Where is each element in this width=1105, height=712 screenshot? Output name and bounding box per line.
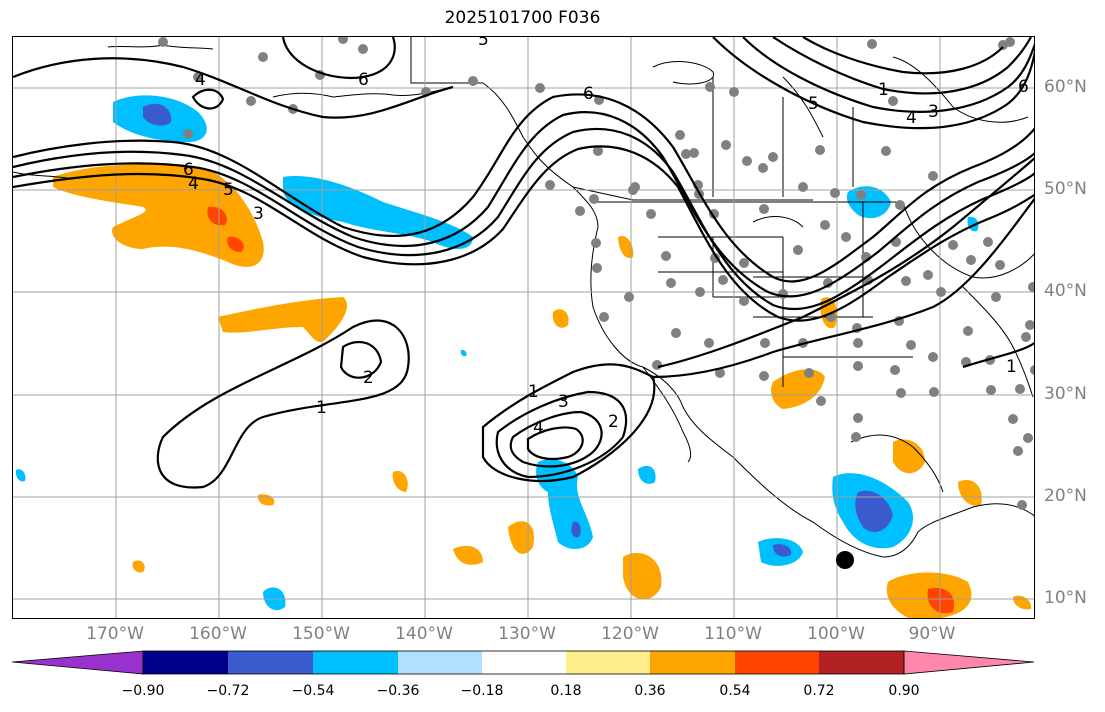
contour-label: 5 xyxy=(223,180,234,200)
location-marker xyxy=(836,551,854,569)
lon-label: 150°W xyxy=(292,624,350,644)
positive-region xyxy=(508,521,534,554)
colorbar-extend-low xyxy=(12,650,144,675)
negative-region xyxy=(638,465,656,484)
lon-label: 120°W xyxy=(601,624,659,644)
colorbar-tick: −0.54 xyxy=(291,683,335,699)
colorbar-segment xyxy=(398,651,482,674)
negative-region xyxy=(15,469,26,482)
contour-label: 3 xyxy=(253,204,264,224)
lon-label: 90°W xyxy=(908,624,956,644)
map-panel: 1 2 1 3 4 2 6 4 5 3 6 5 6 4 1 3 4 5 6 1 xyxy=(12,36,1035,619)
lon-label: 160°W xyxy=(189,624,247,644)
map-title: 2025101700 F036 xyxy=(444,8,601,28)
positive-region xyxy=(1013,595,1032,610)
colorbar-tick: 0.72 xyxy=(803,683,835,699)
lon-label: 110°W xyxy=(704,624,762,644)
positive-region xyxy=(623,552,662,600)
negative-core xyxy=(855,490,893,533)
contour-label: 6 xyxy=(358,70,369,90)
lon-label: 130°W xyxy=(498,624,556,644)
positive-region xyxy=(257,494,275,506)
contour-label: 5 xyxy=(808,94,819,114)
colorbar-tick: 0.54 xyxy=(719,683,751,699)
positive-core xyxy=(227,236,244,252)
positive-region xyxy=(132,560,145,573)
coastlines xyxy=(13,37,1034,558)
negative-core xyxy=(571,521,581,538)
contour-label: 6 xyxy=(583,84,594,104)
positive-region xyxy=(618,236,634,259)
contour-label: 2 xyxy=(608,412,619,432)
colorbar-extend-high xyxy=(903,650,1035,675)
contour-label: 4 xyxy=(906,108,917,128)
colorbar-tick: 0.90 xyxy=(888,683,920,699)
positive-region xyxy=(771,369,825,409)
positive-region xyxy=(552,309,569,328)
contour-label: 1 xyxy=(316,398,327,418)
colorbar xyxy=(12,650,1035,675)
colorbar-tick: −0.18 xyxy=(460,683,504,699)
positive-region xyxy=(392,471,408,492)
contour-lines xyxy=(13,37,1034,489)
colorbar-tick: 0.18 xyxy=(550,683,582,699)
lat-label: 50°N xyxy=(1044,179,1087,199)
positive-core xyxy=(927,587,954,614)
lon-label: 140°W xyxy=(395,624,453,644)
lat-label: 20°N xyxy=(1044,486,1087,506)
lon-label: 100°W xyxy=(807,624,865,644)
colorbar-segment xyxy=(482,651,566,674)
positive-region xyxy=(453,545,483,565)
contour-label: 1 xyxy=(1006,357,1017,377)
colorbar-segment xyxy=(143,651,228,674)
positive-core xyxy=(207,206,228,226)
contour-label: 3 xyxy=(928,102,939,122)
lat-label: 10°N xyxy=(1044,588,1087,608)
lat-label: 30°N xyxy=(1044,384,1087,404)
positive-region xyxy=(958,479,982,506)
positive-region xyxy=(893,439,925,474)
map-svg: 1 2 1 3 4 2 6 4 5 3 6 5 6 4 1 3 4 5 6 1 xyxy=(13,37,1034,618)
colorbar-segment xyxy=(566,651,650,674)
negative-core xyxy=(773,544,792,557)
lon-label: 170°W xyxy=(86,624,144,644)
contour-label: 1 xyxy=(878,80,889,100)
positive-region xyxy=(218,297,348,343)
contour-label: 3 xyxy=(558,392,569,412)
colorbar-segment xyxy=(228,651,313,674)
colorbar-segment xyxy=(819,651,904,674)
colorbar-tick: −0.90 xyxy=(121,683,165,699)
colorbar-tick: −0.36 xyxy=(376,683,420,699)
contour-label: 4 xyxy=(533,418,544,438)
contour-label: 4 xyxy=(188,174,199,194)
lat-label: 40°N xyxy=(1044,281,1087,301)
colorbar-segment xyxy=(735,651,819,674)
contour-label: 6 xyxy=(1018,77,1029,97)
contour-label: 5 xyxy=(478,37,489,50)
colorbar-segment xyxy=(313,651,398,674)
colorbar-tick: −0.72 xyxy=(206,683,250,699)
contour-label-group: 1 2 1 3 4 2 6 4 5 3 6 5 6 4 1 3 4 5 6 1 xyxy=(183,37,1029,438)
colorbar-segment xyxy=(650,651,735,674)
contour-label: 6 xyxy=(183,160,194,180)
contour-label: 2 xyxy=(363,368,374,388)
contour-label: 4 xyxy=(195,70,206,90)
lat-label: 60°N xyxy=(1044,77,1087,97)
negative-core xyxy=(143,103,172,126)
negative-region xyxy=(460,349,467,357)
colorbar-tick: 0.36 xyxy=(634,683,666,699)
contour-label: 1 xyxy=(528,382,539,402)
